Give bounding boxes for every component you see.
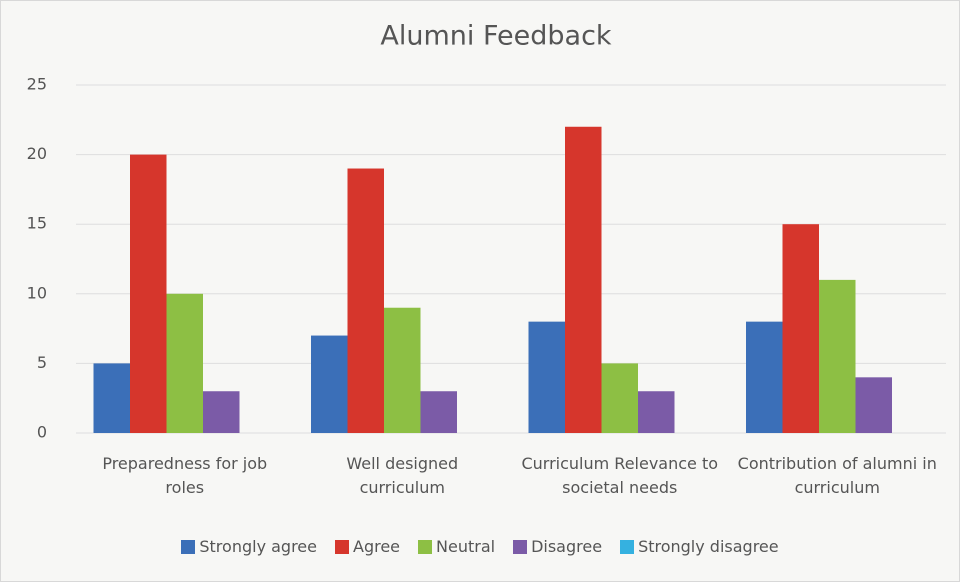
legend-item: Disagree [513, 537, 602, 556]
bar [166, 293, 203, 433]
legend-label: Strongly agree [199, 537, 317, 556]
y-tick-label: 15 [27, 214, 47, 233]
y-tick-label: 20 [27, 144, 47, 163]
chart-title: Alumni Feedback [380, 21, 612, 52]
legend-swatch [513, 539, 528, 554]
x-tick-label: Curriculum Relevance to societal needs [521, 454, 719, 497]
legend-swatch [620, 539, 635, 554]
y-tick-label: 25 [27, 75, 47, 94]
bar [130, 154, 167, 433]
bar [819, 279, 856, 433]
bar [420, 391, 457, 433]
legend-swatch [418, 539, 433, 554]
bar [601, 363, 638, 433]
bar [311, 335, 348, 433]
legend-swatch [335, 539, 349, 554]
legend-label: Neutral [436, 537, 496, 556]
bar [855, 377, 892, 433]
legend-item: Neutral [418, 537, 495, 556]
legend-item: Agree [335, 537, 400, 556]
legend-swatch [181, 539, 196, 554]
bar [203, 391, 240, 433]
bar [782, 224, 819, 433]
bar [638, 391, 675, 433]
bar [384, 307, 421, 433]
legend-label: Agree [353, 537, 401, 556]
legend-label: Strongly disagree [638, 537, 779, 556]
legend-item: Strongly agree [181, 537, 317, 556]
y-tick-label: 5 [37, 353, 47, 372]
bar [565, 126, 602, 433]
x-tick-label: Contribution of alumni in curriculum [737, 454, 937, 497]
bar [746, 321, 783, 433]
y-tick-label: 0 [37, 423, 47, 442]
x-tick-label: Preparedness for job roles [102, 454, 268, 497]
legend-item: Strongly disagree [620, 537, 779, 556]
legend-label: Disagree [531, 537, 603, 556]
bar [93, 363, 130, 433]
bar [347, 168, 384, 433]
bar [528, 321, 565, 433]
x-tick-label: Well designed curriculum [346, 454, 459, 497]
legend: Strongly agree Agree Neutral Disagree Strong… [1, 537, 959, 556]
y-tick-label: 10 [27, 283, 47, 302]
